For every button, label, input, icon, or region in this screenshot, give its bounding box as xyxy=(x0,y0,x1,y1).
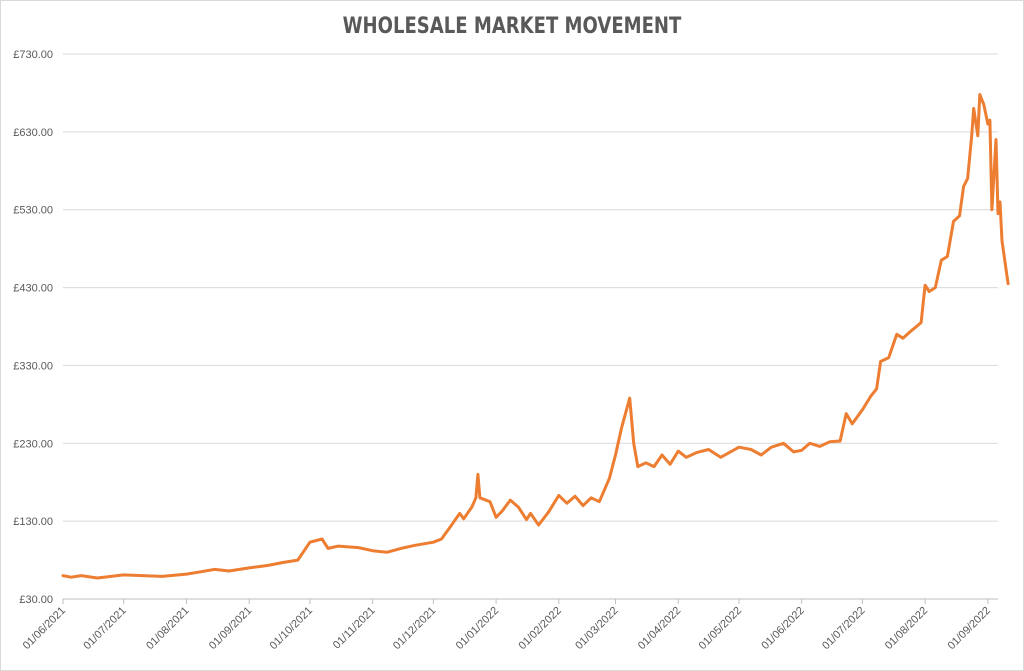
x-tick-label: 01/07/2022 xyxy=(820,605,867,652)
x-tick-label: 01/08/2022 xyxy=(883,605,930,652)
x-tick-label: 01/09/2022 xyxy=(946,605,993,652)
y-tick-label: £530.00 xyxy=(13,205,53,217)
y-tick-label: £230.00 xyxy=(13,438,53,450)
y-tick-label: £730.00 xyxy=(13,49,53,61)
x-tick-label: 01/12/2021 xyxy=(391,605,438,652)
x-tick-label: 01/01/2022 xyxy=(454,605,501,652)
x-tick-label: 01/07/2021 xyxy=(81,605,128,652)
x-tick-label: 01/04/2022 xyxy=(636,605,683,652)
x-tick-label: 01/03/2022 xyxy=(573,605,620,652)
x-tick-label: 01/11/2021 xyxy=(331,605,378,652)
y-tick-label: £30.00 xyxy=(19,594,53,606)
series-line xyxy=(61,93,1010,580)
x-tick-label: 01/09/2021 xyxy=(207,605,254,652)
y-tick-label: £430.00 xyxy=(13,283,53,295)
x-tick-label: 01/06/2022 xyxy=(759,605,806,652)
x-tick-label: 01/08/2021 xyxy=(144,605,191,652)
y-tick-label: £630.00 xyxy=(13,127,53,139)
chart-title: WHOLESALE MARKET MOVEMENT xyxy=(342,14,682,39)
x-tick-label: 01/02/2022 xyxy=(517,605,564,652)
x-tick-label: 01/06/2021 xyxy=(21,605,68,652)
y-tick-label: £330.00 xyxy=(13,360,53,372)
y-tick-label: £130.00 xyxy=(13,516,53,528)
x-tick-label: 01/05/2022 xyxy=(697,605,744,652)
x-tick-label: 01/10/2021 xyxy=(268,605,315,652)
